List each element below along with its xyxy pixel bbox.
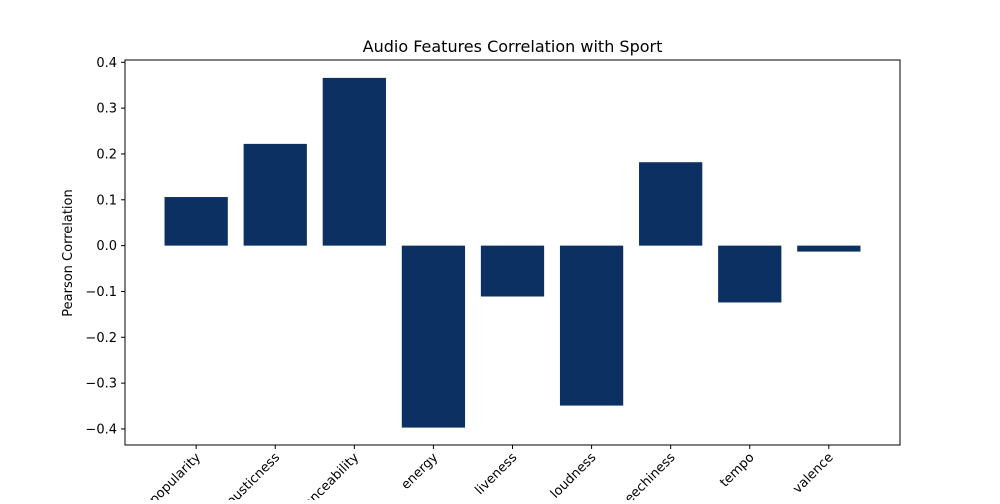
y-tick-label: −0.2 (85, 331, 117, 346)
bar-acousticness (243, 143, 307, 246)
x-tick-label-loudness: loudness (548, 450, 600, 500)
bar-loudness (559, 245, 624, 406)
y-tick-label: −0.4 (85, 422, 117, 437)
bar-danceability (322, 77, 386, 246)
y-axis: −0.4 −0.3 −0.2 −0.1 0.0 0.1 0.2 0.3 0.4 (85, 56, 125, 437)
x-tick-label-acousticness: acousticness (213, 450, 283, 500)
bars-layer (164, 77, 861, 428)
x-tick-label-tempo: tempo (717, 450, 757, 490)
y-tick-label: 0.2 (96, 147, 117, 162)
y-tick-label: −0.1 (85, 285, 117, 300)
y-tick-label: 0.0 (96, 239, 117, 254)
bar-valence (797, 245, 861, 252)
bar-energy (401, 245, 466, 428)
bar-liveness (480, 245, 545, 297)
y-tick-label: 0.4 (96, 56, 117, 71)
chart-title: Audio Features Correlation with Sport (363, 37, 663, 56)
y-tick-label: 0.3 (96, 102, 117, 117)
y-tick-label: −0.3 (85, 377, 117, 392)
bar-popularity (164, 197, 228, 246)
x-tick-label-danceability: danceability (295, 450, 362, 500)
x-axis: popularity acousticness danceability energy… (147, 445, 837, 500)
x-tick-label-popularity: popularity (147, 450, 205, 500)
x-tick-label-valence: valence (790, 450, 836, 496)
plot-area-frame (124, 59, 901, 446)
bar-speechiness (639, 162, 703, 246)
x-tick-label-speechiness: speechiness (611, 450, 678, 500)
x-tick-label-energy: energy (399, 450, 442, 493)
x-tick-label-liveness: liveness (472, 450, 520, 498)
bar-tempo (718, 245, 782, 303)
y-axis-label: Pearson Correlation (61, 189, 76, 316)
y-tick-label: 0.1 (96, 193, 117, 208)
